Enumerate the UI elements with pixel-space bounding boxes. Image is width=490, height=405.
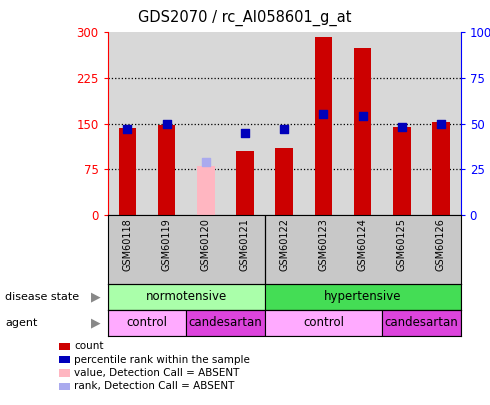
Text: GSM60122: GSM60122 [279,218,289,271]
Point [280,126,288,132]
Bar [158,125,175,215]
Bar [393,126,411,215]
Point [163,120,171,127]
Text: hypertensive: hypertensive [324,290,401,303]
Text: normotensive: normotensive [146,290,227,303]
Point [123,126,131,132]
Point [241,130,249,136]
Text: agent: agent [5,318,37,328]
Bar [236,151,254,215]
Point [319,111,327,118]
Point [202,158,210,165]
Text: control: control [126,316,168,330]
Text: ▶: ▶ [91,316,100,330]
Bar [265,310,382,336]
Text: value, Detection Call = ABSENT: value, Detection Call = ABSENT [74,368,240,378]
Bar [382,310,461,336]
Text: ▶: ▶ [91,290,100,303]
Text: GSM60126: GSM60126 [436,218,446,271]
Text: GSM60121: GSM60121 [240,218,250,271]
Bar [354,48,371,215]
Bar [275,148,293,215]
Text: GSM60124: GSM60124 [358,218,368,271]
Bar [432,122,450,215]
Bar [108,284,265,310]
Point [398,124,406,130]
Bar [197,166,215,215]
Text: GDS2070 / rc_AI058601_g_at: GDS2070 / rc_AI058601_g_at [138,10,352,26]
Text: candesartan: candesartan [385,316,458,330]
Text: GSM60118: GSM60118 [122,218,132,271]
Bar [315,37,332,215]
Text: rank, Detection Call = ABSENT: rank, Detection Call = ABSENT [74,382,235,391]
Text: count: count [74,341,104,351]
Text: disease state: disease state [5,292,79,302]
Text: GSM60119: GSM60119 [162,218,172,271]
Text: GSM60125: GSM60125 [397,218,407,271]
Text: control: control [303,316,344,330]
Bar [119,128,136,215]
Point [359,113,367,119]
Bar [108,310,186,336]
Point [437,120,445,127]
Text: candesartan: candesartan [189,316,262,330]
Bar [186,310,265,336]
Text: GSM60120: GSM60120 [201,218,211,271]
Text: GSM60123: GSM60123 [318,218,328,271]
Bar [265,284,461,310]
Text: percentile rank within the sample: percentile rank within the sample [74,355,250,364]
